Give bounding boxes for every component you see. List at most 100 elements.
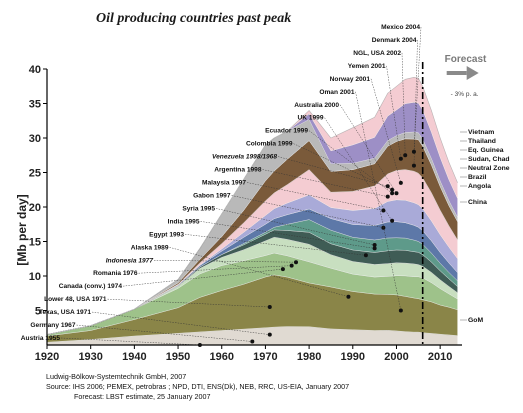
peak-marker [289,263,294,268]
annotation-label: NGL, USA 2002 [353,50,401,57]
annotation-leader-line [386,65,402,159]
peak-marker [390,187,395,192]
annotation-leader-line [184,234,366,256]
annotation-leader-line [76,324,253,342]
peak-marker [390,191,395,196]
chart-title: Oil producing countries past peak [96,11,291,26]
peak-marker [363,253,368,258]
peak-marker [403,153,408,158]
forecast-arrow-icon [466,66,479,80]
peak-marker [411,149,416,154]
x-tick-label: 1950 [166,351,190,363]
x-tick-label: 1970 [253,351,277,363]
peak-marker [250,339,255,344]
peak-marker [381,225,386,230]
annotation-label: Norway 2001 [330,76,371,83]
region-label: GoM [468,317,483,324]
region-label: Neutral Zone [468,165,510,172]
annotation-label: Germany 1967 [30,322,75,329]
region-label: Brazil [468,174,487,181]
right-labels: Vietnam Thailand Eq. Guinea Sudan, Chad Neut… [460,129,510,324]
annotation-leader-line [413,26,422,152]
peak-marker [267,305,272,310]
y-tick-label: 5 [35,306,41,318]
x-tick-label: 2010 [428,351,452,363]
annotation-leader-line [91,311,270,335]
x-tick-label: 1920 [35,351,59,363]
annotation-leader-line [200,221,375,249]
annotation-leader-line [293,143,393,190]
region-label: Vietnam [468,129,494,136]
y-axis-label: [Mb per day] [15,194,29,265]
annotation-label: Malaysia 1997 [202,180,246,187]
annotation-label: Yemen 2001 [348,63,386,70]
peak-marker [398,308,403,313]
peak-marker [385,194,390,199]
annotation-label: Canada (conv.) 1974 [59,283,123,290]
annotation-label: Lower 48, USA 1971 [44,296,107,303]
annotation-label: Romania 1976 [93,270,138,277]
annotation-leader-line [138,265,292,274]
annotation-label: Indonesia 1977 [106,257,154,264]
annotation-label: Argentina 1998 [214,167,262,174]
forecast-label: Forecast [445,54,487,65]
annotation-label: India 1995 [168,218,200,225]
region-label: Sudan, Chad [468,156,510,163]
peak-marker [390,218,395,223]
annotation-leader-line [262,169,388,197]
x-tick-label: 1930 [78,351,102,363]
y-tick-label: 20 [29,202,41,214]
decline-rate-label: - 3% p. a. [451,91,479,98]
region-label: China [468,199,487,206]
peak-marker [394,191,399,196]
peak-marker [197,343,202,347]
peak-marker [267,332,272,337]
credit-line-2: Source: IHS 2006; PEMEX, petrobras ; NPD… [46,382,349,391]
annotation-label: Venezuela 1998/1968 [212,154,277,161]
annotation-label: UK 1999 [297,115,323,122]
peak-marker [280,267,285,272]
annotation-leader-line [215,208,375,246]
area-edge-13 [46,76,458,335]
peak-marker [411,163,416,168]
peak-marker [398,180,403,185]
annotations: Austria 1955 Germany 1967 Texas, USA 1971 L… [21,24,422,347]
region-label: Eq. Guinea [468,147,504,154]
annotation-leader-line [401,52,406,156]
annotation-label: Syria 1995 [182,205,215,212]
annotation-leader-line [355,91,402,311]
annotation-label: Gabon 1997 [193,192,231,199]
peak-marker [372,242,377,247]
y-tick-label: 25 [29,168,41,180]
y-tick-label: 35 [29,99,41,111]
peak-marker [346,294,351,299]
forecast-arrow-shaft [446,71,467,75]
annotation-label: Austria 1955 [21,335,61,342]
x-tick-label: 1940 [122,351,146,363]
annotation-label: Mexico 2004 [381,24,420,31]
x-tick-label: 1960 [209,351,233,363]
annotation-leader-line [413,39,418,166]
annotation-label: Ecuador 1999 [265,128,308,135]
annotation-label: Egypt 1993 [149,231,184,238]
y-tick-label: 10 [29,271,41,283]
annotation-leader-line [169,247,349,297]
annotation-leader-line [370,78,402,183]
x-tick-label: 2000 [384,351,408,363]
x-tick-label: 1980 [297,351,321,363]
peak-marker [372,246,377,251]
annotation-label: Oman 2001 [319,89,355,96]
stacked-areas [46,76,458,346]
annotation-leader-line [277,156,388,187]
peak-marker [381,208,386,213]
annotation-leader-line [308,130,393,194]
axes: 5 10 15 20 25 30 35 40 1920 1930 1940 1950 1960 1970 1… [29,64,462,363]
peak-marker [294,260,298,265]
region-label: Thailand [468,138,496,145]
annotation-leader-line [107,298,270,308]
region-label: Angola [468,183,491,190]
peak-marker [398,156,403,161]
annotation-leader-line [339,104,397,194]
credit-line-3: Forecast: LBST estimate, 25 January 2007 [74,392,211,401]
